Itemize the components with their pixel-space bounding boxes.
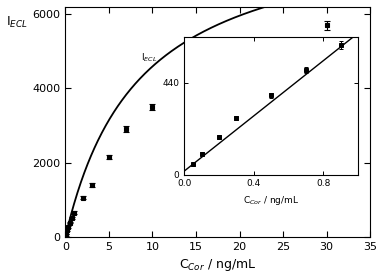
Y-axis label: I$_{ECL}$: I$_{ECL}$: [6, 15, 28, 30]
X-axis label: C$_{Cor}$ / ng/mL: C$_{Cor}$ / ng/mL: [179, 257, 257, 273]
